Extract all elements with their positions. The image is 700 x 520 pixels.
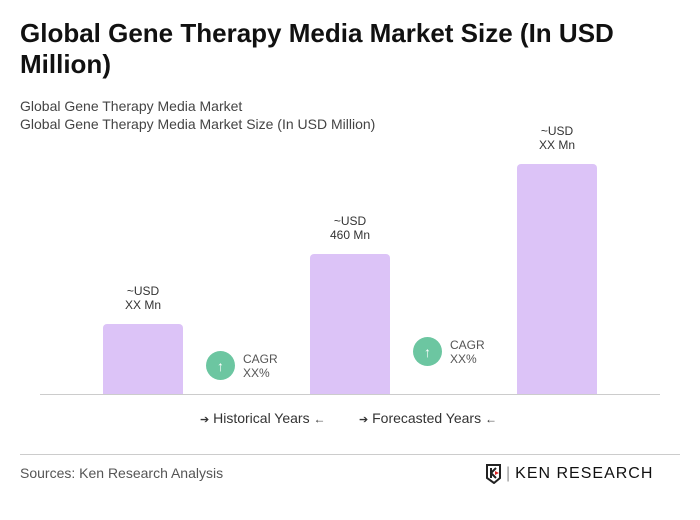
ken-research-logo: | KEN RESEARCH	[486, 464, 653, 484]
bar-1	[103, 324, 183, 394]
data-label-1: ~USD XX Mn	[124, 284, 161, 312]
arrow-left-icon: ←	[313, 412, 326, 426]
bar-3	[517, 164, 597, 394]
arrow-right-icon: ➔	[359, 414, 369, 426]
x-axis	[40, 394, 660, 395]
footer-divider	[20, 454, 680, 455]
arrow-up-icon: ↑	[413, 337, 442, 366]
bar-2	[310, 254, 390, 394]
cagr-badge-2: ↑ CAGR XX%	[413, 337, 485, 366]
cagr-badge-1: ↑ CAGR XX%	[206, 351, 278, 380]
subtitle-secondary: Global Gene Therapy Media Market Size (I…	[20, 116, 376, 132]
legend-historical: ➔ Historical Years ←	[200, 410, 326, 426]
arrow-right-icon: ➔	[200, 414, 210, 426]
sources-text: Sources: Ken Research Analysis	[20, 465, 224, 481]
subtitle: Global Gene Therapy Media Market	[20, 98, 243, 114]
logo-k-icon	[486, 464, 501, 484]
data-label-2: ~USD 460 Mn	[329, 214, 371, 242]
data-label-3: ~USD XX Mn	[538, 124, 575, 152]
page-title: Global Gene Therapy Media Market Size (I…	[20, 18, 614, 79]
legend-forecast: ➔ Forecasted Years ←	[359, 410, 497, 426]
arrow-left-icon: ←	[484, 412, 497, 426]
arrow-up-icon: ↑	[206, 351, 235, 380]
